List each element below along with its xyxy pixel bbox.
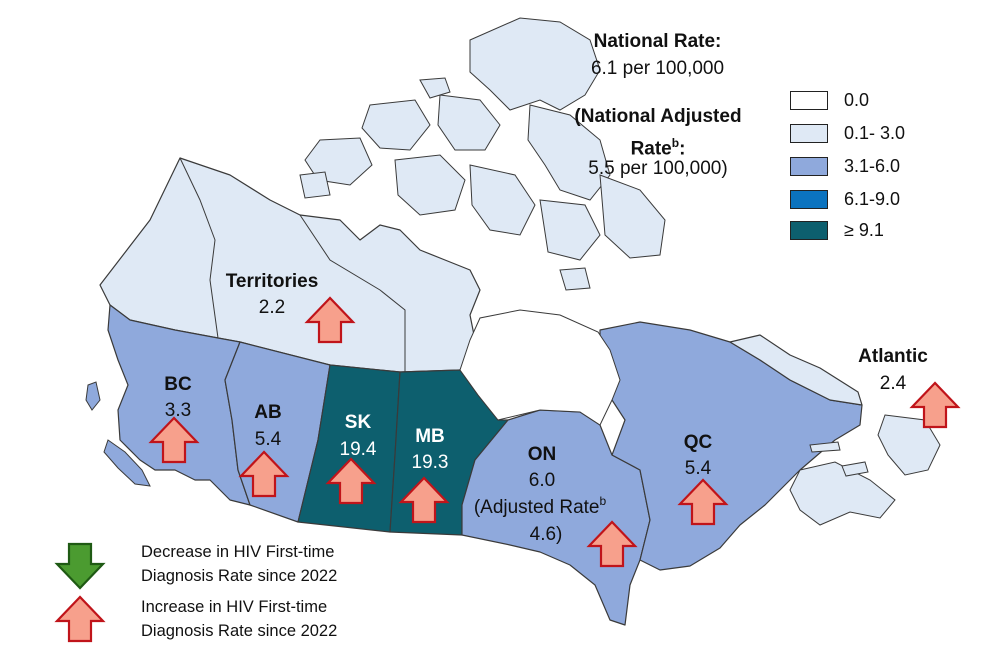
- label-qc-rate: 5.4: [685, 458, 712, 479]
- legend-item-2: 3.1-6.0: [790, 154, 900, 178]
- key-increase: Increase in HIV First-time Diagnosis Rat…: [141, 595, 337, 643]
- region-maritimes: [789, 461, 896, 526]
- pei: [841, 461, 869, 477]
- region-labrador: [729, 334, 863, 406]
- national-adjusted-rate-word: Rate: [630, 138, 672, 160]
- legend-item-4: ≥ 9.1: [790, 218, 884, 242]
- label-sk-name: SK: [345, 412, 372, 433]
- national-adjusted-sup: b: [671, 136, 680, 150]
- legend-swatch: [790, 189, 828, 209]
- label-sk-rate: 19.4: [340, 439, 377, 460]
- legend-label: 6.1-9.0: [844, 188, 901, 209]
- legend-label: 3.1-6.0: [844, 155, 901, 176]
- label-on-rate: 6.0: [529, 470, 555, 491]
- label-mb-name: MB: [415, 426, 445, 447]
- key-increase-line1: Increase in HIV First-time: [141, 598, 328, 616]
- label-on-adjusted: (Adjusted Rateb: [474, 494, 607, 518]
- hudson-bay: [459, 309, 621, 426]
- national-rate-title: National Rate:: [593, 31, 722, 52]
- national-adjusted-line1: (National Adjusted: [574, 106, 742, 127]
- arctic-islands: [299, 17, 666, 291]
- label-atlantic-rate: 2.4: [880, 373, 907, 394]
- increase-arrow-icon: [55, 595, 105, 643]
- key-increase-line2: Diagnosis Rate since 2022: [141, 622, 338, 640]
- legend-label: ≥ 9.1: [844, 219, 884, 240]
- label-bc-name: BC: [164, 374, 192, 395]
- legend-swatch: [790, 90, 828, 110]
- national-adjusted-value: 5.5 per 100,000): [588, 158, 728, 179]
- national-adjusted-colon: :: [679, 138, 686, 160]
- national-adjusted-block: (National Adjusted Rateb:: [548, 103, 768, 162]
- legend-swatch: [790, 156, 828, 176]
- national-adjusted-line2: Rateb:: [548, 130, 768, 162]
- region-bc: [107, 304, 251, 506]
- legend-item-0: 0.0: [790, 88, 869, 112]
- legend-item-1: 0.1- 3.0: [790, 121, 905, 145]
- label-bc-rate: 3.3: [165, 400, 191, 421]
- label-on-adjusted-value: 4.6): [530, 524, 563, 545]
- label-mb-rate: 19.3: [412, 452, 449, 473]
- on-adjusted-sup: b: [600, 494, 607, 508]
- label-territories-rate: 2.2: [259, 297, 285, 318]
- legend-swatch: [790, 220, 828, 240]
- legend-label: 0.0: [844, 89, 870, 110]
- key-decrease-line2: Diagnosis Rate since 2022: [141, 567, 338, 585]
- national-rate-block: National Rate: 6.1 per 100,000: [555, 28, 760, 82]
- label-ab-rate: 5.4: [255, 429, 282, 450]
- anticosti: [809, 441, 841, 453]
- key-decrease: Decrease in HIV First-time Diagnosis Rat…: [141, 540, 337, 588]
- legend-swatch: [790, 123, 828, 143]
- national-rate-value: 6.1 per 100,000: [590, 58, 725, 79]
- key-decrease-line1: Decrease in HIV First-time: [141, 543, 335, 561]
- label-qc-name: QC: [684, 432, 713, 453]
- label-ab-name: AB: [254, 402, 281, 423]
- decrease-arrow-icon: [55, 542, 105, 590]
- label-on-name: ON: [528, 444, 557, 465]
- label-territories-name: Territories: [226, 271, 319, 292]
- legend-item-3: 6.1-9.0: [790, 187, 900, 211]
- label-atlantic-name: Atlantic: [858, 346, 928, 367]
- vancouver-island: [103, 439, 151, 487]
- legend-label: 0.1- 3.0: [844, 122, 906, 143]
- on-adjusted-prefix: (Adjusted Rate: [474, 497, 600, 518]
